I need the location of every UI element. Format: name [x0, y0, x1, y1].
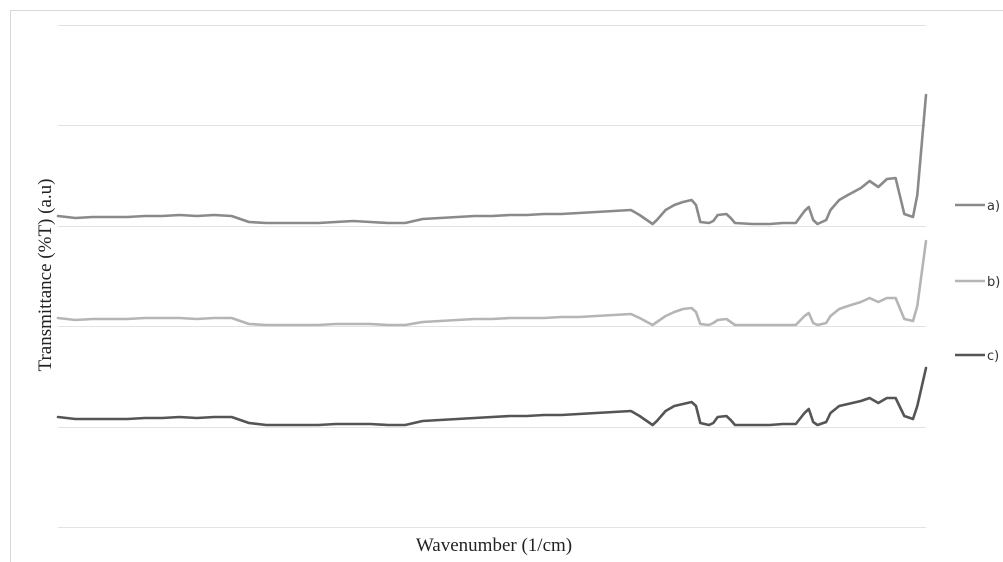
series-line-1: [56, 93, 928, 226]
legend: a) b) c): [955, 199, 1000, 364]
legend-label-2: b): [987, 275, 1000, 290]
series-line-2: [56, 239, 928, 327]
x-axis-label: Wavenumber (1/cm): [416, 535, 572, 556]
y-axis-label: Transmittance (%T) (a.u): [35, 179, 56, 372]
series-lines: [56, 93, 928, 427]
chart-border: [10, 10, 1003, 562]
gridlines: [58, 25, 926, 528]
legend-label-3: c): [987, 349, 999, 364]
legend-label-1: a): [987, 199, 1000, 214]
series-line-3: [56, 366, 928, 427]
